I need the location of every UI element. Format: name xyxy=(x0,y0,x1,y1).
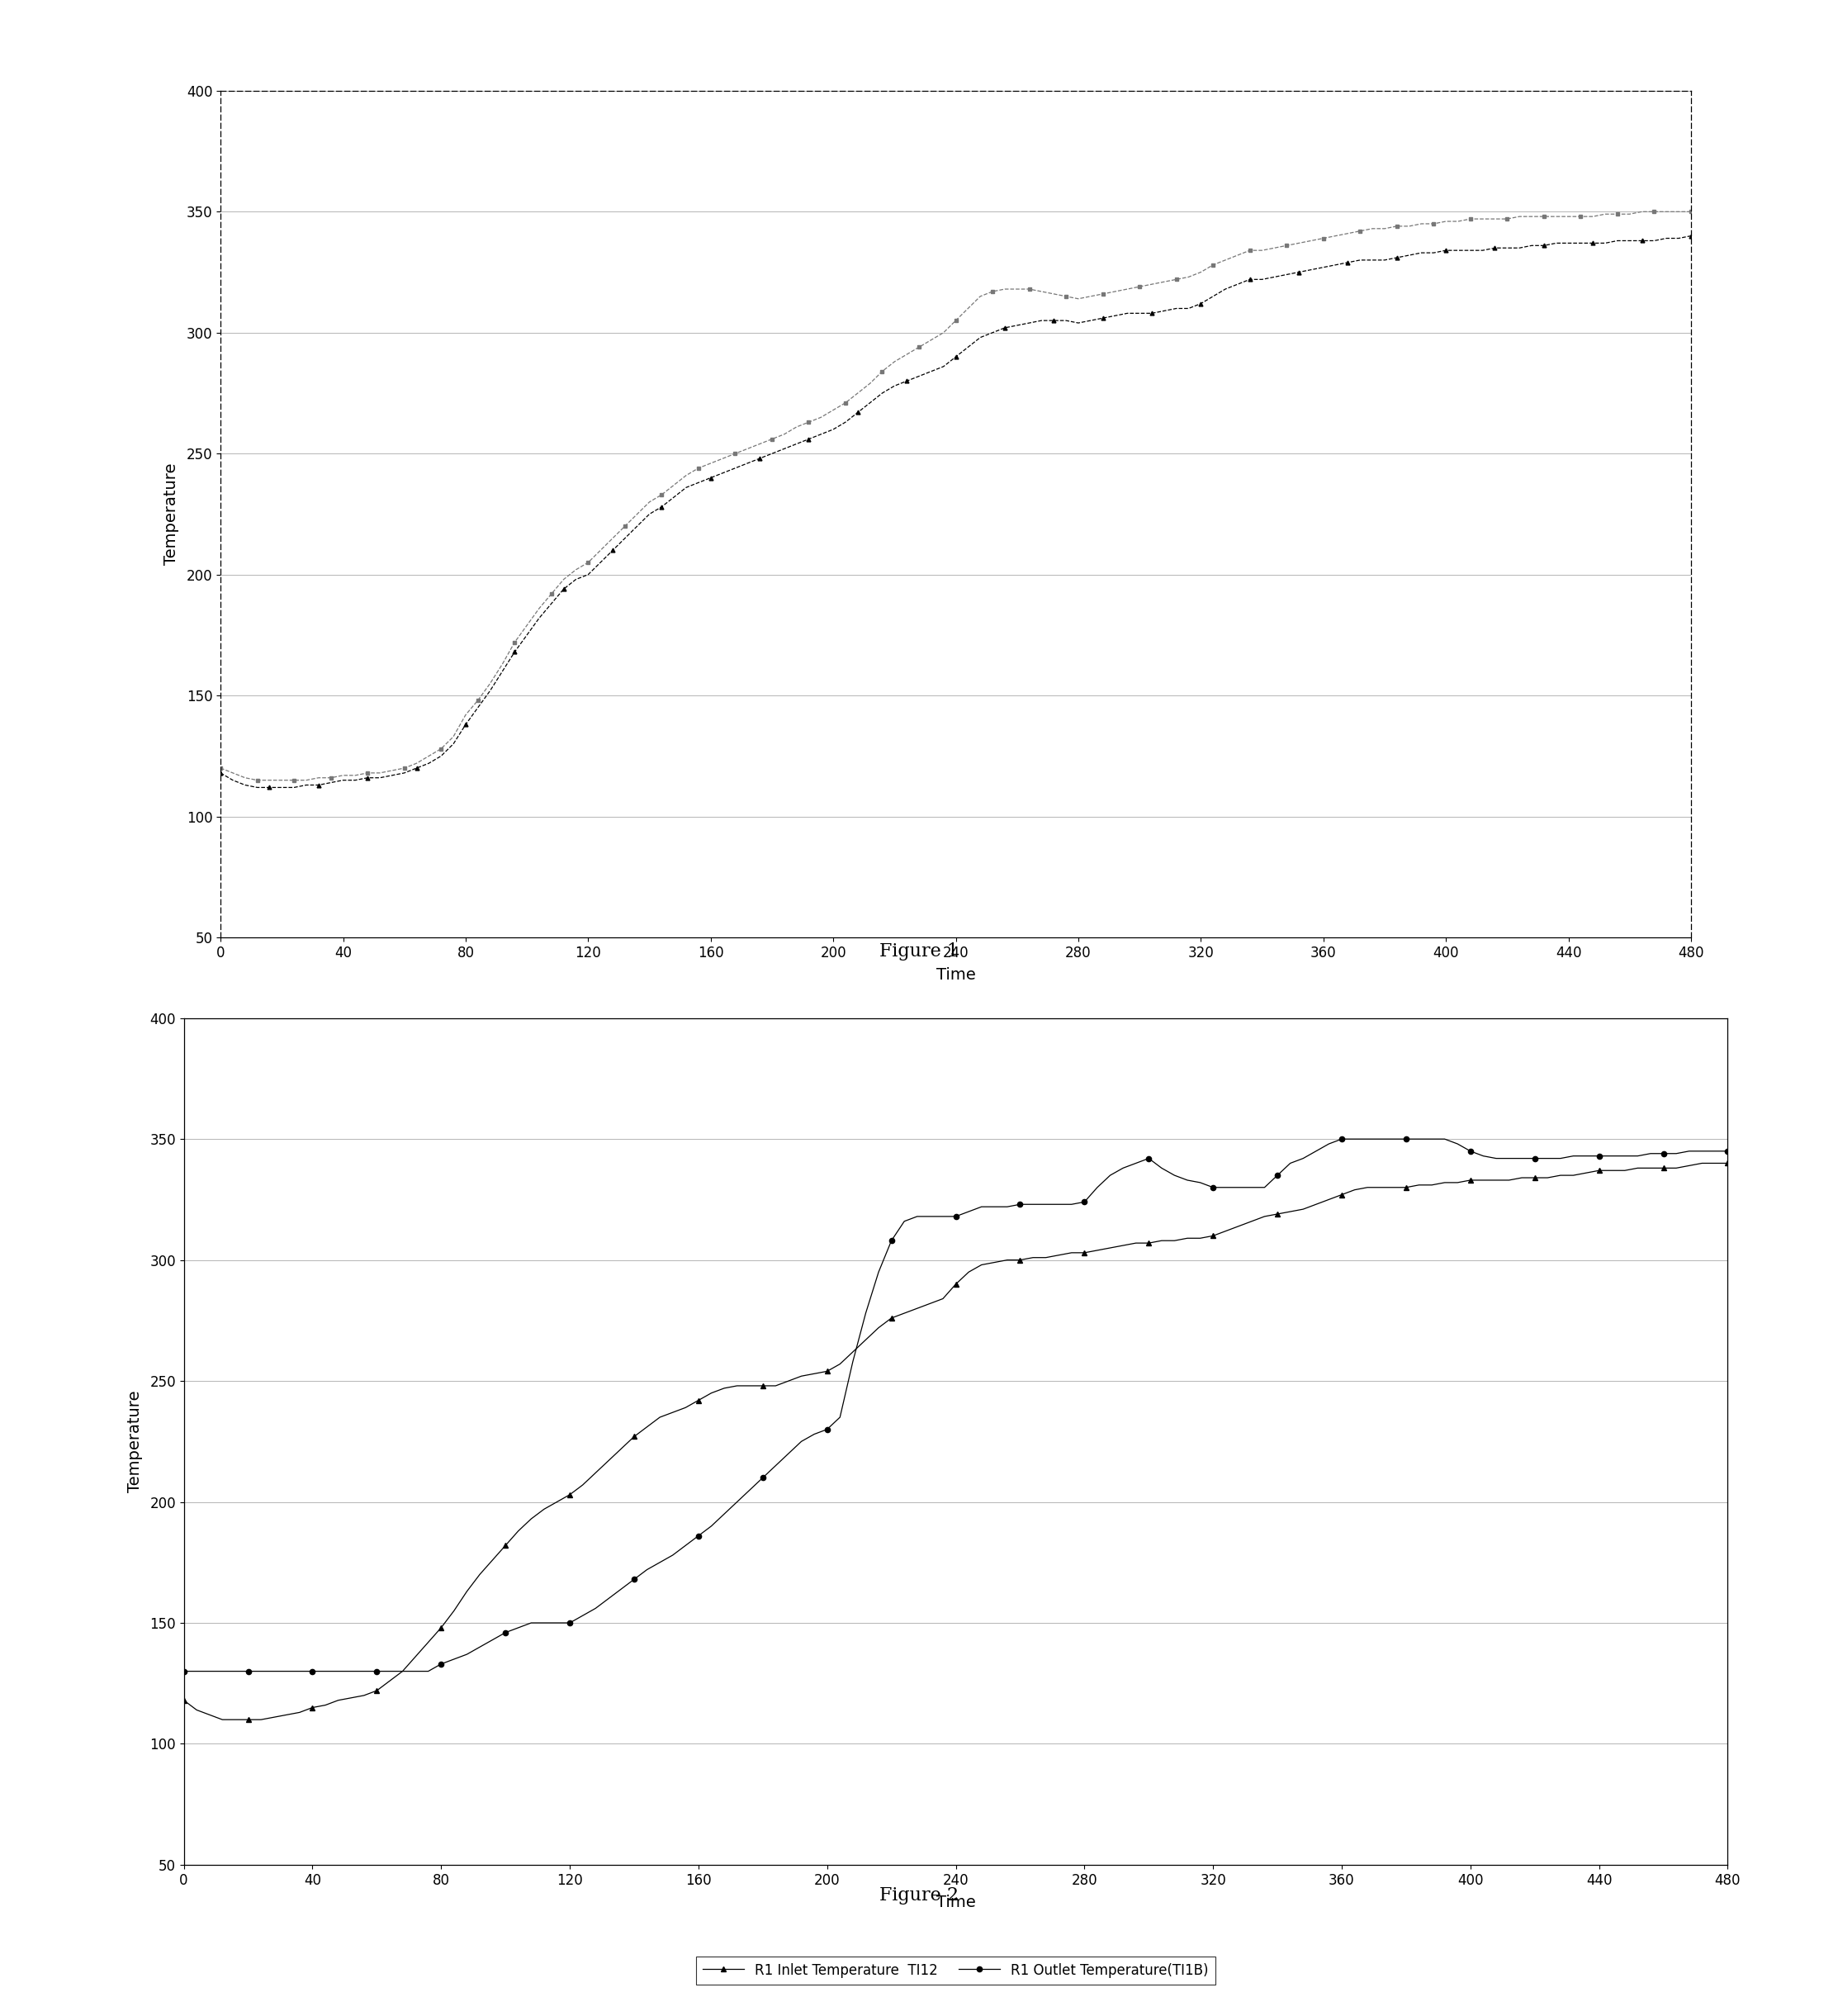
R1 Outlet Temperature (TI1B) xyxy=(1680,200,1702,224)
X-axis label: Time: Time xyxy=(936,1895,976,1911)
R1 Outlet Temperature(TI1B) xyxy=(533,1611,555,1635)
R1 Outlet Temperature(TI1B) xyxy=(1627,1143,1649,1167)
R1 Outlet Temperature (TI1B) xyxy=(369,760,391,784)
R1 Inlet Temperature  TI12 xyxy=(369,766,391,790)
R1 Inlet Temperature  TI12 xyxy=(1680,224,1702,248)
R1 Inlet Temperature  TI12 xyxy=(340,1685,362,1710)
R1 Inlet Temperature  TI12 xyxy=(1151,1228,1173,1252)
R1 Outlet Temperature (TI1B) xyxy=(1630,200,1652,224)
R1 Inlet Temperature  TI12 xyxy=(211,1708,233,1732)
R1 Inlet Temperature  TI12 xyxy=(246,776,268,800)
R1 Outlet Temperature(TI1B) xyxy=(327,1659,349,1683)
R1 Inlet Temperature  TI12 xyxy=(564,566,586,591)
R1 Inlet Temperature  TI12 xyxy=(1594,232,1616,256)
Line: R1 Inlet Temperature  TI12: R1 Inlet Temperature TI12 xyxy=(219,234,1693,790)
R1 Outlet Temperature(TI1B) xyxy=(829,1405,851,1429)
R1 Outlet Temperature(TI1B) xyxy=(1138,1147,1160,1171)
R1 Inlet Temperature  TI12 xyxy=(546,1490,568,1514)
Line: R1 Outlet Temperature (TI1B): R1 Outlet Temperature (TI1B) xyxy=(219,210,1693,782)
Text: Figure 1: Figure 1 xyxy=(879,941,959,962)
R1 Inlet Temperature  TI12 xyxy=(1228,1214,1250,1238)
R1 Inlet Temperature  TI12 xyxy=(842,1341,864,1365)
R1 Outlet Temperature(TI1B) xyxy=(1215,1175,1237,1200)
R1 Outlet Temperature(TI1B) xyxy=(173,1659,195,1683)
Legend: R1 Inlet Temperature  TI12, R1 Outlet Temperature(TI1B): R1 Inlet Temperature TI12, R1 Outlet Tem… xyxy=(697,1956,1215,1986)
R1 Inlet Temperature  TI12 xyxy=(1215,276,1237,300)
R1 Inlet Temperature  TI12 xyxy=(1717,1151,1739,1175)
Y-axis label: Temperature: Temperature xyxy=(164,464,180,564)
R1 Outlet Temperature (TI1B) xyxy=(210,756,232,780)
R1 Inlet Temperature  TI12 xyxy=(210,760,232,784)
R1 Inlet Temperature  TI12 xyxy=(847,401,869,425)
R1 Inlet Temperature  TI12 xyxy=(1627,1155,1649,1179)
R1 Outlet Temperature (TI1B) xyxy=(564,558,586,583)
R1 Outlet Temperature (TI1B) xyxy=(246,768,268,792)
Line: R1 Inlet Temperature  TI12: R1 Inlet Temperature TI12 xyxy=(182,1161,1730,1722)
R1 Inlet Temperature  TI12 xyxy=(173,1687,195,1712)
Line: R1 Outlet Temperature(TI1B): R1 Outlet Temperature(TI1B) xyxy=(182,1137,1730,1673)
R1 Outlet Temperature(TI1B) xyxy=(1331,1127,1353,1151)
R1 Outlet Temperature(TI1B) xyxy=(1717,1139,1739,1163)
R1 Outlet Temperature (TI1B) xyxy=(1215,248,1237,272)
R1 Inlet Temperature  TI12 xyxy=(1691,1151,1713,1175)
R1 Inlet Temperature  TI12 xyxy=(1141,300,1163,325)
R1 Outlet Temperature (TI1B) xyxy=(1141,272,1163,296)
R1 Outlet Temperature (TI1B) xyxy=(847,381,869,405)
Legend: R1 Inlet Temperature  TI12, R1 Outlet Temperature (TI1B): R1 Inlet Temperature TI12, R1 Outlet Tem… xyxy=(693,1054,1219,1083)
Y-axis label: Temperature: Temperature xyxy=(127,1391,143,1492)
R1 Outlet Temperature (TI1B) xyxy=(1594,202,1616,226)
X-axis label: Time: Time xyxy=(936,968,976,984)
Text: Figure 2: Figure 2 xyxy=(879,1885,959,1905)
